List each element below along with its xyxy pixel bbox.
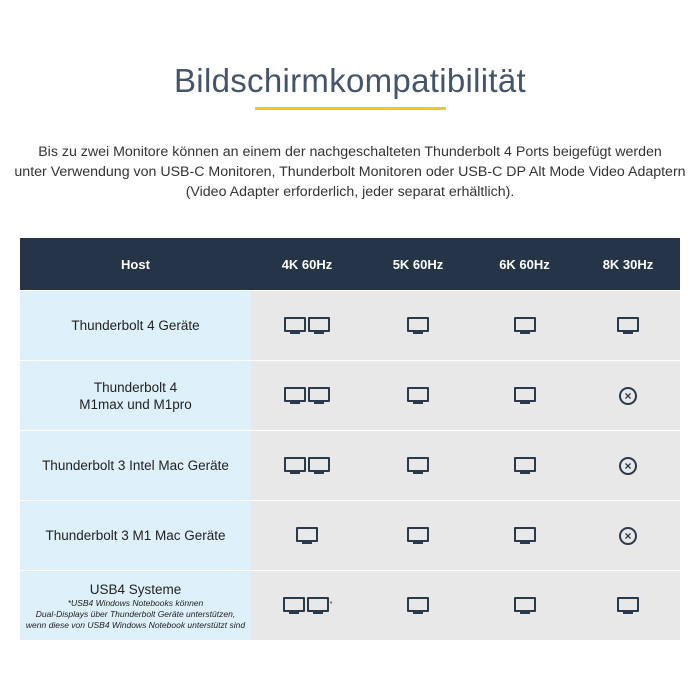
page-title: Bildschirmkompatibilität: [174, 62, 526, 99]
host-cell: Thunderbolt 3 Intel Mac Geräte: [20, 430, 251, 501]
support-cell: [251, 430, 363, 501]
monitor-icon: [407, 456, 429, 475]
monitor-icon: [306, 596, 329, 615]
footnote-text: wenn diese von USB4 Windows Notebook unt…: [25, 619, 246, 630]
support-cell: [473, 360, 576, 431]
support-cell: [576, 290, 680, 361]
support-cell: [363, 360, 473, 431]
host-label: Thunderbolt 4: [93, 379, 178, 395]
support-cell: ×: [576, 500, 680, 571]
support-cell: [251, 360, 363, 431]
monitor-icon: [284, 386, 306, 405]
column-header: 5K 60Hz: [363, 238, 473, 291]
support-cell: [473, 500, 576, 571]
table-row: Thunderbolt 3 M1 Mac Geräte ×: [20, 500, 680, 571]
intro-line: unter Verwendung von USB-C Monitoren, Th…: [14, 164, 686, 180]
host-cell: USB4 Systeme *USB4 Windows Notebooks könn…: [20, 570, 251, 640]
support-cell: [251, 500, 363, 571]
table-row: Thunderbolt 3 Intel Mac Geräte ×: [20, 430, 680, 501]
support-cell: [576, 570, 680, 640]
column-header: 6K 60Hz: [473, 238, 576, 291]
monitor-icon: [284, 456, 306, 475]
host-label: M1max und M1pro: [79, 396, 192, 412]
table-row: Thunderbolt 4 M1max und M1pro ×: [20, 360, 680, 431]
support-cell: [363, 290, 473, 361]
monitor-icon: [513, 316, 536, 335]
host-label: USB4 Systeme: [89, 581, 182, 597]
support-cell: [363, 430, 473, 501]
footnote-text: Dual-Displays über Thunderbolt Geräte un…: [35, 608, 236, 619]
monitor-icon: [617, 316, 639, 335]
column-header: 4K 60Hz: [251, 238, 363, 291]
monitor-icon: [407, 316, 429, 335]
host-cell: Thunderbolt 3 M1 Mac Geräte: [20, 500, 251, 571]
monitor-icon: [282, 596, 305, 615]
support-cell: [363, 500, 473, 571]
unsupported-icon: ×: [619, 456, 637, 475]
unsupported-icon: ×: [619, 386, 637, 405]
support-cell: [473, 430, 576, 501]
support-cell: [363, 570, 473, 640]
host-cell: Thunderbolt 4 M1max und M1pro: [20, 360, 251, 431]
column-header: 8K 30Hz: [576, 238, 680, 291]
intro-line: (Video Adapter erforderlich, jeder separ…: [185, 184, 515, 200]
monitor-icon: [407, 596, 429, 615]
compatibility-table: Host 4K 60Hz 5K 60Hz 6K 60Hz 8K 30Hz Thunder…: [20, 238, 680, 640]
support-cell: [473, 290, 576, 361]
monitor-icon: [308, 456, 330, 475]
monitor-icon: [296, 526, 318, 545]
monitor-icon: [407, 386, 429, 405]
support-cell: ×: [576, 430, 680, 501]
host-label: Thunderbolt 3 M1 Mac Geräte: [45, 528, 226, 543]
monitor-icon: [407, 526, 429, 545]
column-header: Host: [20, 238, 251, 291]
support-cell: ×: [576, 360, 680, 431]
support-cell: [473, 570, 576, 640]
intro-text: Bis zu zwei Monitore können an einem der…: [0, 142, 700, 202]
intro-line: Bis zu zwei Monitore können an einem der…: [38, 144, 662, 160]
footnote-mark: *: [329, 601, 333, 609]
monitor-icon: [513, 456, 536, 475]
unsupported-icon: ×: [619, 526, 637, 545]
monitor-icon: [513, 526, 536, 545]
table-row: USB4 Systeme *USB4 Windows Notebooks könn…: [20, 570, 680, 640]
host-cell: Thunderbolt 4 Geräte: [20, 290, 251, 361]
table-row: Thunderbolt 4 Geräte: [20, 290, 680, 361]
monitor-icon: [513, 386, 536, 405]
footnote-text: *USB4 Windows Notebooks können: [67, 597, 204, 608]
monitor-icon: [513, 596, 536, 615]
monitor-icon: [308, 316, 330, 335]
monitor-icon: [284, 316, 306, 335]
host-label: Thunderbolt 3 Intel Mac Geräte: [42, 458, 229, 473]
title-underline: [255, 107, 446, 110]
support-cell: *: [251, 570, 363, 640]
monitor-icon: [617, 596, 639, 615]
header-row: Host 4K 60Hz 5K 60Hz 6K 60Hz 8K 30Hz: [20, 238, 680, 291]
support-cell: [251, 290, 363, 361]
host-label: Thunderbolt 4 Geräte: [71, 318, 200, 333]
monitor-icon: [308, 386, 330, 405]
